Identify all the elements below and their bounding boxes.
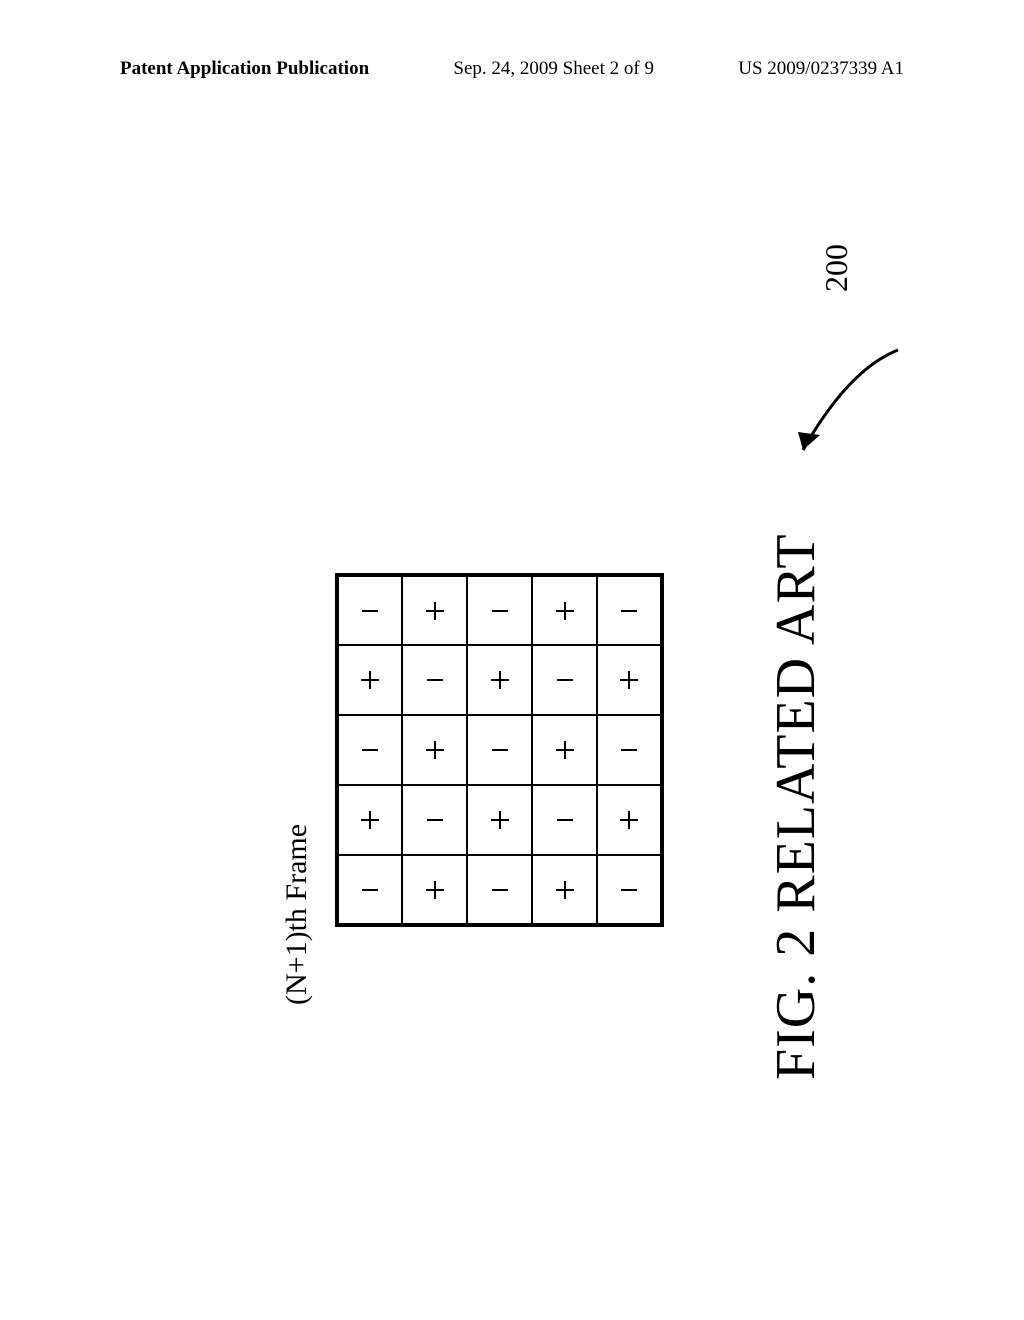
- cell-plus: [402, 715, 467, 785]
- cell-plus: [402, 855, 467, 925]
- cell-minus: [337, 575, 402, 645]
- figure-area: 200 (N+1)th Frame FIG. 2 RELATED ART: [0, 0, 1024, 1320]
- cell-plus: [597, 785, 662, 855]
- cell-minus: [597, 855, 662, 925]
- cell-minus: [532, 645, 597, 715]
- leader-arrow-icon: [788, 340, 928, 480]
- cell-plus: [532, 855, 597, 925]
- reference-number: 200: [818, 244, 855, 292]
- cell-plus: [337, 785, 402, 855]
- cell-plus: [467, 785, 532, 855]
- cell-minus: [467, 855, 532, 925]
- figure-caption: FIG. 2 RELATED ART: [764, 533, 828, 1080]
- cell-minus: [597, 715, 662, 785]
- cell-minus: [532, 785, 597, 855]
- cell-minus: [402, 785, 467, 855]
- cell-plus: [467, 645, 532, 715]
- cell-plus: [532, 715, 597, 785]
- cell-plus: [402, 575, 467, 645]
- cell-minus: [467, 715, 532, 785]
- cell-plus: [532, 575, 597, 645]
- cell-plus: [597, 645, 662, 715]
- pixel-polarity-table: [335, 573, 664, 927]
- cell-plus: [337, 645, 402, 715]
- frame-label: (N+1)th Frame: [280, 824, 314, 1005]
- cell-minus: [337, 855, 402, 925]
- cell-minus: [402, 645, 467, 715]
- cell-minus: [337, 715, 402, 785]
- cell-minus: [467, 575, 532, 645]
- cell-minus: [597, 575, 662, 645]
